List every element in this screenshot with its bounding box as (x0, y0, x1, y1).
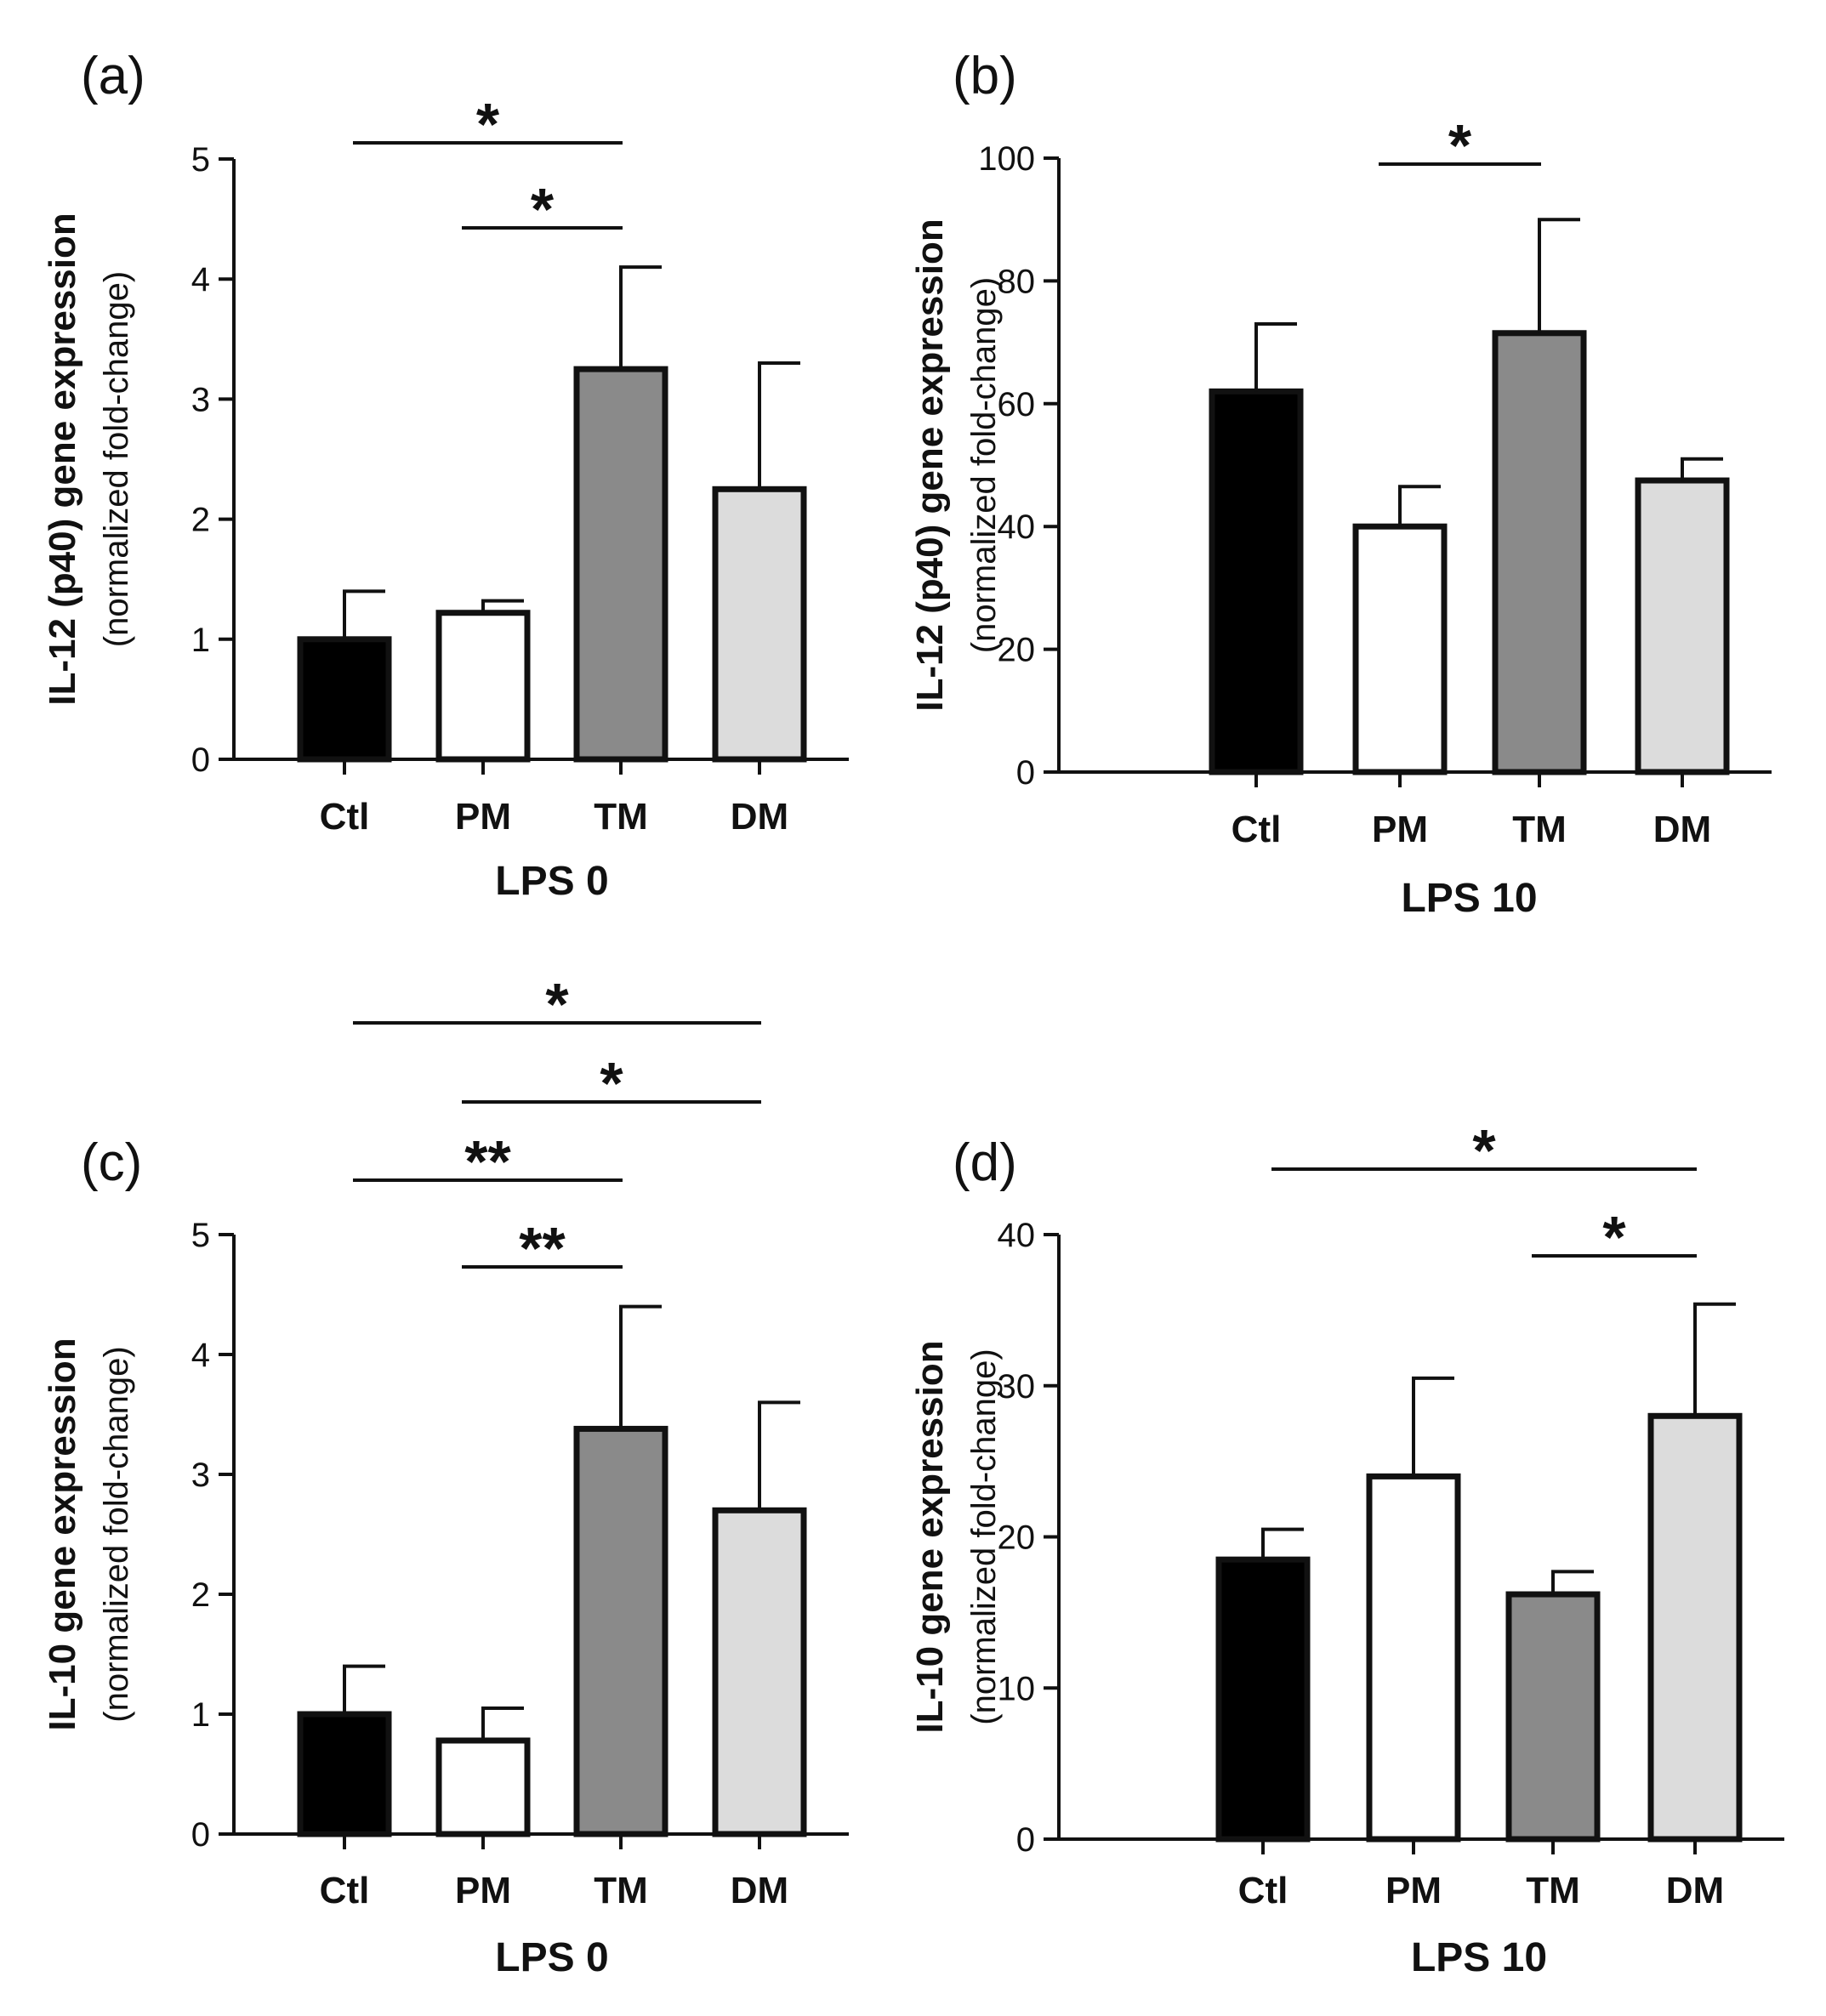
panel-c: (c) 0 1 2 3 4 5 Ctl PM TM DM LPS 0 IL-10 gene expres… (42, 971, 849, 1980)
category-label: TM (594, 796, 648, 838)
significance-label: * (1472, 1117, 1496, 1184)
y-tick-label: 4 (191, 1337, 210, 1374)
y-tick-label: 1 (191, 622, 210, 659)
panel-letter: (a) (81, 47, 145, 105)
significance-label: ** (464, 1128, 511, 1195)
category-label: Ctl (1238, 1870, 1288, 1911)
y-tick-label: 10 (998, 1670, 1036, 1707)
category-label: DM (1653, 809, 1711, 850)
x-axis-title: LPS 10 (1411, 1935, 1547, 1980)
bar-tm (1492, 330, 1587, 775)
bar-dm (712, 1507, 807, 1837)
y-tick-label: 30 (998, 1368, 1036, 1406)
category-label: Ctl (1232, 809, 1282, 850)
category-label: PM (1385, 1870, 1442, 1911)
category-label: DM (731, 1870, 788, 1911)
bar-ctl (1215, 1556, 1311, 1843)
y-axis-subtitle: (normalized fold-change) (98, 271, 135, 647)
bar-dm (1647, 1412, 1743, 1843)
y-axis-title: IL-10 gene expression (909, 1340, 951, 1733)
significance-label: * (1448, 112, 1472, 179)
y-tick-label: 1 (191, 1696, 210, 1734)
x-axis-title: LPS 0 (495, 1935, 608, 1980)
y-tick-label: 0 (1016, 1821, 1035, 1859)
x-axis-title: LPS 0 (495, 859, 608, 904)
y-tick-label: 3 (191, 381, 210, 418)
y-axis-title: IL-12 (p40) gene expression (42, 213, 83, 706)
y-axis-subtitle: (normalized fold-change) (965, 277, 1003, 653)
panel-letter: (c) (81, 1133, 142, 1192)
y-tick-label: 0 (191, 1816, 210, 1854)
y-tick-label: 80 (998, 263, 1036, 300)
significance-label: * (545, 971, 569, 1037)
category-label: PM (455, 1870, 511, 1911)
bar-pm (1352, 523, 1448, 775)
y-tick-label: 100 (978, 140, 1035, 178)
panel-a: (a) 0 1 2 3 4 5 Ctl PM TM DM LPS 0 IL-12 (p40) gene … (42, 47, 849, 904)
panel-d: (d) 0 10 20 30 40 Ctl PM TM DM LPS 10 IL-10 gene ex… (909, 1117, 1784, 1980)
y-axis-title: IL-10 gene expression (42, 1337, 83, 1730)
y-tick-label: 40 (998, 508, 1036, 546)
bar-ctl (1209, 388, 1304, 775)
category-label: Ctl (320, 796, 370, 838)
y-tick-label: 5 (191, 1217, 210, 1254)
bar-ctl (297, 1711, 392, 1837)
y-tick-label: 2 (191, 1576, 210, 1614)
bar-pm (435, 610, 531, 763)
bar-ctl (297, 636, 392, 763)
bar-tm (573, 1425, 668, 1837)
y-tick-label: 0 (191, 741, 210, 779)
y-axis-subtitle: (normalized fold-change) (965, 1349, 1003, 1724)
y-tick-label: 0 (1016, 754, 1035, 792)
bar-tm (1505, 1591, 1601, 1843)
panel-letter: (d) (953, 1133, 1017, 1192)
y-axis-title: IL-12 (p40) gene expression (909, 219, 951, 712)
y-tick-label: 40 (998, 1217, 1036, 1254)
significance-label: ** (519, 1215, 566, 1281)
y-tick-label: 5 (191, 141, 210, 179)
y-tick-label: 20 (998, 632, 1036, 669)
x-axis-title: LPS 10 (1401, 876, 1537, 921)
significance-label: * (600, 1050, 623, 1116)
category-label: TM (594, 1870, 648, 1911)
bar-pm (1366, 1473, 1461, 1843)
panel-letter: (b) (953, 47, 1017, 105)
category-label: PM (455, 796, 511, 838)
category-label: DM (1666, 1870, 1724, 1911)
category-label: TM (1512, 809, 1567, 850)
y-tick-label: 20 (998, 1519, 1036, 1557)
bar-dm (1635, 477, 1730, 775)
bar-tm (573, 366, 668, 763)
category-label: TM (1526, 1870, 1580, 1911)
significance-label: * (476, 91, 500, 157)
y-tick-label: 3 (191, 1457, 210, 1494)
y-axis-subtitle: (normalized fold-change) (98, 1346, 135, 1722)
significance-label: * (1602, 1204, 1626, 1270)
category-label: PM (1372, 809, 1428, 850)
y-tick-label: 4 (191, 261, 210, 298)
significance-label: * (531, 176, 555, 242)
y-tick-label: 2 (191, 502, 210, 539)
y-tick-label: 60 (998, 386, 1036, 423)
category-label: DM (731, 796, 788, 838)
bar-pm (435, 1737, 531, 1837)
bar-dm (712, 486, 807, 763)
category-label: Ctl (320, 1870, 370, 1911)
panel-b: (b) 0 20 40 60 80 100 Ctl PM TM DM LPS 10 IL-12 (p40… (909, 47, 1772, 921)
